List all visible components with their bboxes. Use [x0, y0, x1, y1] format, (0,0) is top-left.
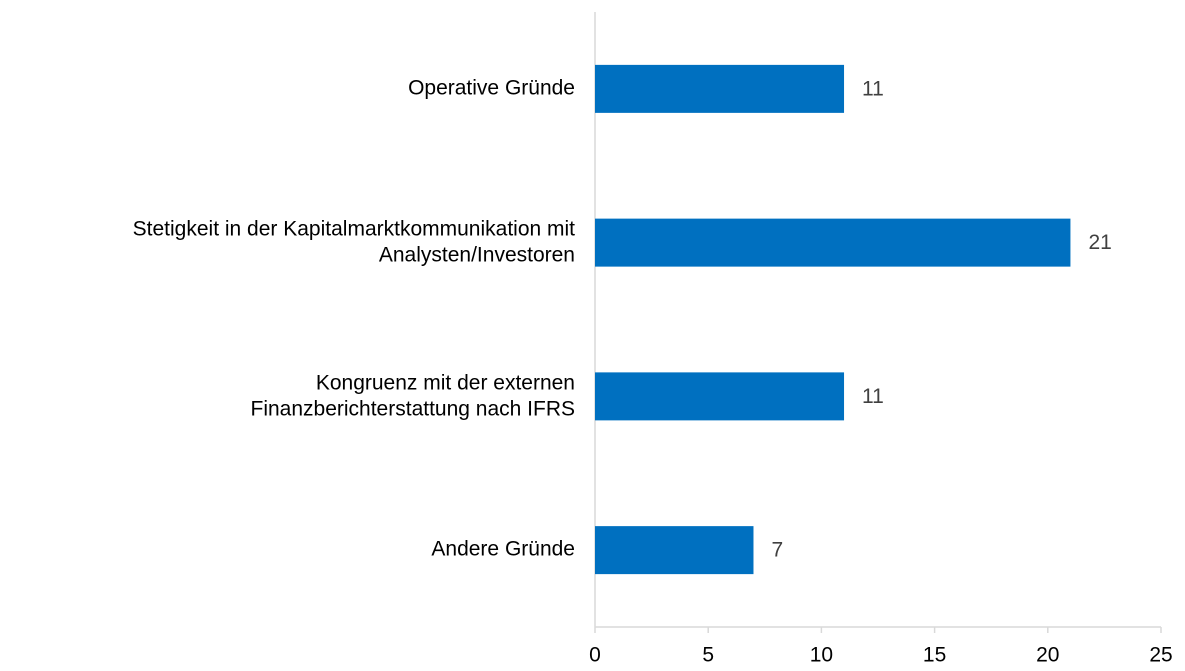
bar: [595, 526, 754, 575]
x-tick-label: 0: [589, 644, 601, 667]
bar: [595, 218, 1071, 267]
y-tick-label: Operative Gründe: [408, 76, 575, 99]
y-tick-label: Kongruenz mit der externen Finanzberichte…: [251, 371, 576, 420]
x-tick-label: 25: [1149, 644, 1172, 667]
x-tick-label: 5: [702, 644, 714, 667]
y-tick-label: Andere Gründe: [431, 538, 575, 561]
value-label: 21: [1088, 231, 1111, 254]
bar: [595, 64, 845, 113]
value-label: 7: [771, 539, 783, 562]
x-tick-label: 10: [810, 644, 833, 667]
bar: [595, 372, 845, 421]
x-tick-label: 15: [923, 644, 946, 667]
x-tick-label: 20: [1036, 644, 1059, 667]
value-label: 11: [862, 385, 884, 408]
value-label: 11: [862, 77, 884, 100]
y-tick-label: Stetigkeit in der Kapitalmarktkommunikat…: [133, 217, 576, 266]
